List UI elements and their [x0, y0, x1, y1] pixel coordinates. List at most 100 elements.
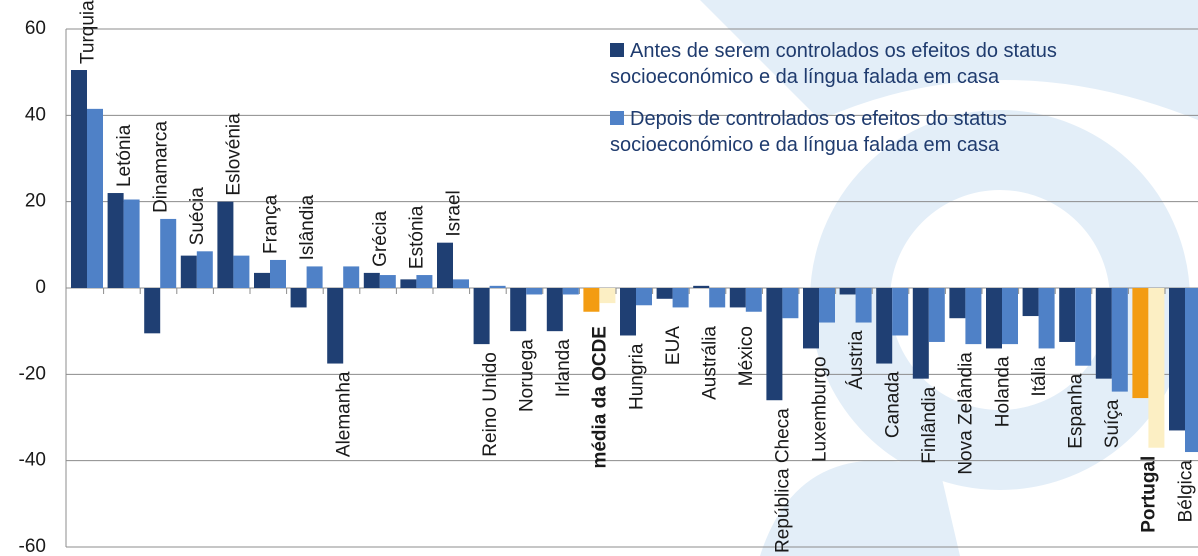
- bar: [729, 288, 746, 308]
- bar: [1095, 288, 1112, 379]
- bar: [107, 193, 124, 288]
- bar: [636, 288, 652, 306]
- bar: [928, 288, 945, 342]
- bar: [709, 288, 726, 308]
- bar: [71, 70, 87, 288]
- x-tick-label: Turquia: [77, 0, 98, 64]
- legend-item: Antes de serem controlados os efeitos do…: [610, 38, 1130, 90]
- bar: [306, 266, 323, 288]
- bar: [363, 272, 380, 288]
- bar: [1111, 288, 1128, 392]
- x-tick-label: Alemanha: [334, 371, 355, 457]
- x-tick-label: Islândia: [297, 194, 318, 260]
- bar: [87, 108, 103, 288]
- bar: [1002, 288, 1018, 345]
- y-tick-label: -20: [19, 363, 46, 384]
- x-tick-label: média da OCDE: [590, 326, 611, 469]
- x-tick-label: Luxemburgo: [809, 356, 830, 462]
- bar: [546, 288, 563, 332]
- bar: [892, 288, 909, 336]
- x-tick-label: Portugal: [1139, 456, 1160, 533]
- y-tick-label: 60: [25, 18, 46, 39]
- bar: [819, 288, 835, 323]
- bar: [453, 279, 469, 288]
- bar: [855, 288, 872, 323]
- bar: [254, 272, 270, 288]
- x-tick-label: Nova Zelândia: [956, 352, 977, 475]
- y-tick-label: 0: [35, 277, 46, 298]
- x-tick-label: Eslovénia: [224, 113, 245, 196]
- x-tick-label: Bélgica: [1175, 460, 1196, 523]
- x-tick-label: República Checa: [773, 408, 794, 553]
- x-tick-label: Áustria: [846, 330, 867, 390]
- x-tick-label: Irlanda: [553, 339, 574, 398]
- bar: [473, 288, 490, 345]
- x-tick-label: Israel: [443, 190, 464, 236]
- x-tick-label: Canada: [883, 371, 904, 438]
- x-tick-label: Hungria: [626, 343, 647, 410]
- bar: [1059, 288, 1076, 342]
- bar: [599, 288, 616, 304]
- x-tick-label: EUA: [663, 326, 684, 365]
- bar: [965, 288, 982, 345]
- bar: [620, 288, 636, 336]
- bar: [400, 279, 417, 288]
- bar: [693, 285, 710, 288]
- bar: [343, 266, 360, 288]
- bar: [144, 288, 161, 334]
- y-tick-label: -40: [19, 450, 46, 471]
- bar: [526, 288, 543, 295]
- bar: [656, 288, 673, 299]
- bar: [949, 288, 966, 319]
- bar: [196, 251, 213, 288]
- y-tick-label: 20: [25, 191, 46, 212]
- x-tick-label: Reino Unido: [480, 352, 501, 457]
- bar: [912, 288, 929, 379]
- x-tick-label: México: [736, 326, 757, 386]
- bar: [876, 288, 893, 364]
- bar: [1148, 288, 1165, 448]
- bar: [489, 285, 506, 288]
- x-tick-label: Espanha: [1066, 373, 1087, 448]
- bar: [123, 199, 140, 288]
- bar: [416, 275, 433, 288]
- bar: [379, 275, 396, 288]
- bar: [233, 255, 250, 288]
- bar: [1038, 288, 1055, 349]
- bar: [562, 288, 579, 295]
- bar: [1132, 288, 1149, 399]
- bar: [437, 242, 453, 288]
- legend-label: Depois de controlados os efeitos do stat…: [610, 108, 1007, 156]
- bar: [1022, 288, 1039, 317]
- x-tick-label: Finlândia: [919, 386, 940, 464]
- bar: [803, 288, 819, 349]
- legend-swatch: [610, 43, 624, 57]
- bar: [839, 288, 856, 295]
- legend-item: Depois de controlados os efeitos do stat…: [610, 106, 1130, 158]
- bar: [583, 288, 600, 312]
- bar: [1075, 288, 1092, 366]
- bar: [270, 259, 286, 288]
- bar: [986, 288, 1002, 349]
- x-tick-label: Estónia: [407, 205, 428, 269]
- y-tick-label: 40: [25, 104, 46, 125]
- bar: [672, 288, 689, 308]
- bar: [1185, 288, 1198, 453]
- x-tick-label: Austrália: [700, 326, 721, 400]
- legend-swatch: [610, 111, 624, 125]
- bar: [510, 288, 527, 332]
- x-tick-label: Grécia: [370, 210, 391, 266]
- legend-label: Antes de serem controlados os efeitos do…: [610, 40, 1057, 88]
- x-tick-label: Dinamarca: [151, 121, 172, 213]
- x-tick-label: Noruega: [517, 339, 538, 412]
- x-tick-label: França: [260, 194, 281, 254]
- bar: [290, 288, 307, 308]
- legend: Antes de serem controlados os efeitos do…: [610, 38, 1130, 174]
- y-tick-label: -60: [19, 536, 46, 556]
- x-tick-label: Holanda: [992, 356, 1013, 427]
- bar: [766, 288, 783, 401]
- bar: [1169, 288, 1185, 431]
- bar: [782, 288, 799, 319]
